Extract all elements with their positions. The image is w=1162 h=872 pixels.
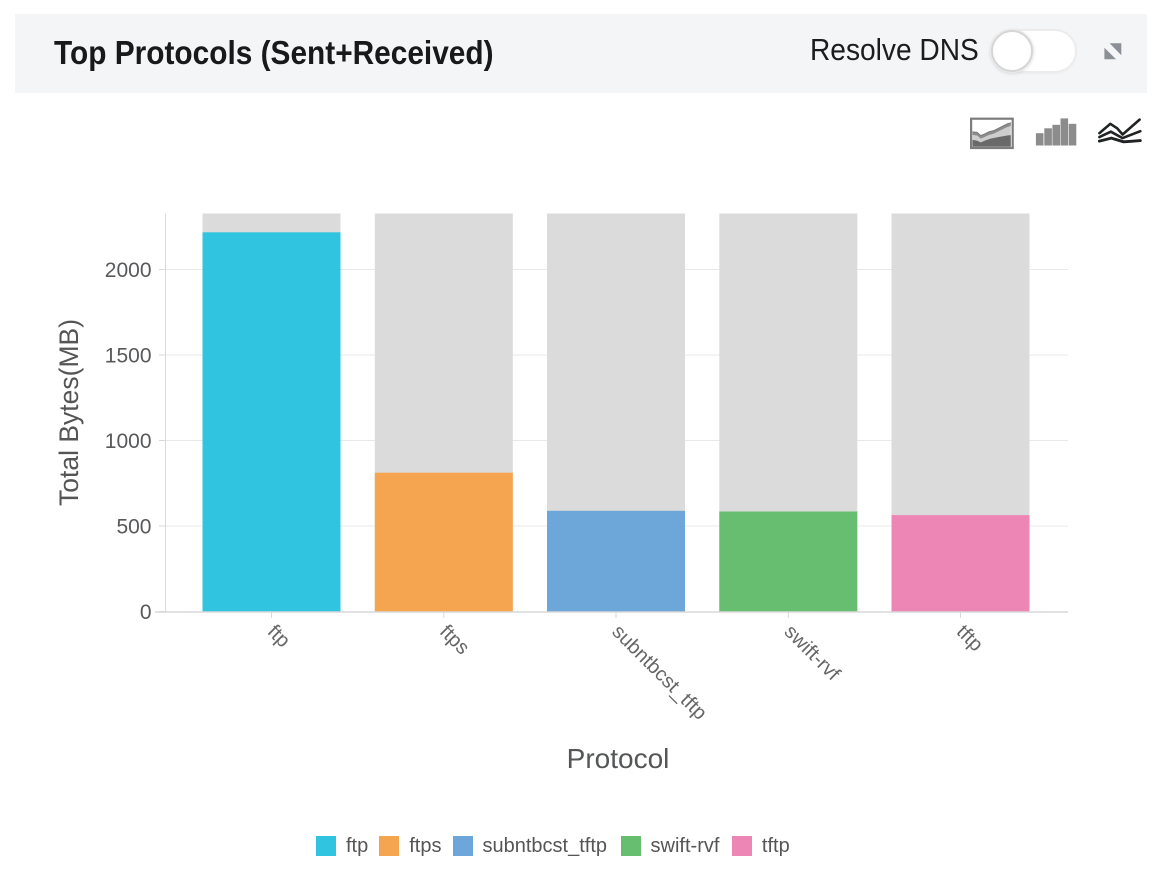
svg-text:Protocol: Protocol <box>567 743 670 774</box>
svg-text:1000: 1000 <box>105 430 152 453</box>
svg-text:tftp: tftp <box>952 621 987 656</box>
svg-text:1500: 1500 <box>105 345 152 368</box>
svg-text:swift-rvf: swift-rvf <box>780 621 845 686</box>
svg-text:ftps: ftps <box>435 621 473 659</box>
svg-text:ftp: ftp <box>263 621 294 652</box>
svg-text:subntbcst_tftp: subntbcst_tftp <box>607 621 711 725</box>
svg-text:500: 500 <box>116 516 151 539</box>
svg-text:2000: 2000 <box>105 259 152 282</box>
svg-text:0: 0 <box>140 601 152 624</box>
svg-text:Total Bytes(MB): Total Bytes(MB) <box>54 319 84 506</box>
